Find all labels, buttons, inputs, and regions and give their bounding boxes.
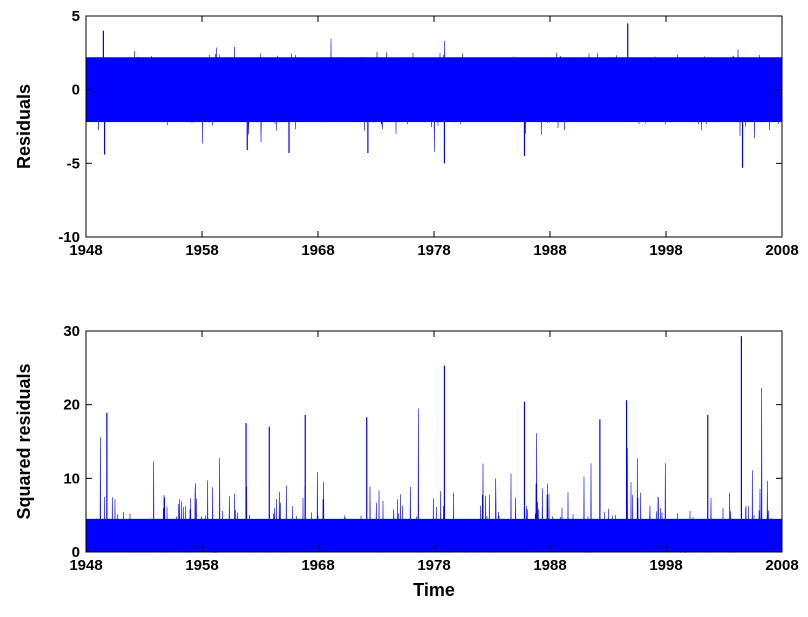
residuals-xtick-label: 1988 (533, 242, 566, 259)
residuals-xtick-label: 2008 (765, 242, 798, 259)
residuals-ytick-label: 0 (72, 82, 80, 99)
residuals-xtick-label: 1978 (417, 242, 450, 259)
squared-residuals-tick-marks (85, 330, 783, 553)
squared-residuals-xtick-label: 2008 (765, 557, 798, 574)
squared-residuals-xtick-label: 1968 (301, 557, 334, 574)
squared-residuals-ytick-label: 20 (63, 397, 80, 414)
squared-residuals-panel: 1948 1958 1968 1978 1988 1998 2008 0 10 … (14, 323, 799, 600)
residuals-y-axis-label: Residuals (14, 84, 34, 169)
squared-residuals-ytick-label: 30 (63, 323, 80, 340)
squared-residuals-y-axis-label: Squared residuals (14, 363, 34, 519)
squared-residuals-xtick-label: 1988 (533, 557, 566, 574)
residuals-xtick-label: 1958 (185, 242, 218, 259)
squared-residuals-y-ticks: 0 10 20 30 (63, 323, 80, 561)
residuals-ytick-label: 5 (72, 8, 80, 25)
squared-residuals-xtick-label: 1998 (649, 557, 682, 574)
residuals-y-ticks: -10 -5 0 5 (58, 8, 80, 246)
squared-residuals-xtick-label: 1958 (185, 557, 218, 574)
squared-residuals-xtick-label: 1948 (69, 557, 102, 574)
residuals-xtick-label: 1968 (301, 242, 334, 259)
residuals-x-ticks: 1948 1958 1968 1978 1988 1998 2008 (69, 242, 798, 259)
residuals-xtick-label: 1948 (69, 242, 102, 259)
residuals-series (85, 23, 783, 168)
residuals-panel: 1948 1958 1968 1978 1988 1998 2008 -10 -… (14, 8, 799, 259)
residuals-ytick-label: -10 (58, 229, 80, 246)
residuals-ytick-label: -5 (67, 155, 80, 172)
squared-residuals-xtick-label: 1978 (417, 557, 450, 574)
squared-residuals-ytick-label: 0 (72, 544, 80, 561)
squared-residuals-x-ticks: 1948 1958 1968 1978 1988 1998 2008 (69, 557, 798, 574)
residuals-xtick-label: 1998 (649, 242, 682, 259)
time-x-axis-label: Time (413, 580, 455, 600)
residuals-tick-marks (85, 15, 783, 238)
series-band (86, 57, 782, 123)
squared-residuals-ytick-label: 10 (63, 470, 80, 487)
